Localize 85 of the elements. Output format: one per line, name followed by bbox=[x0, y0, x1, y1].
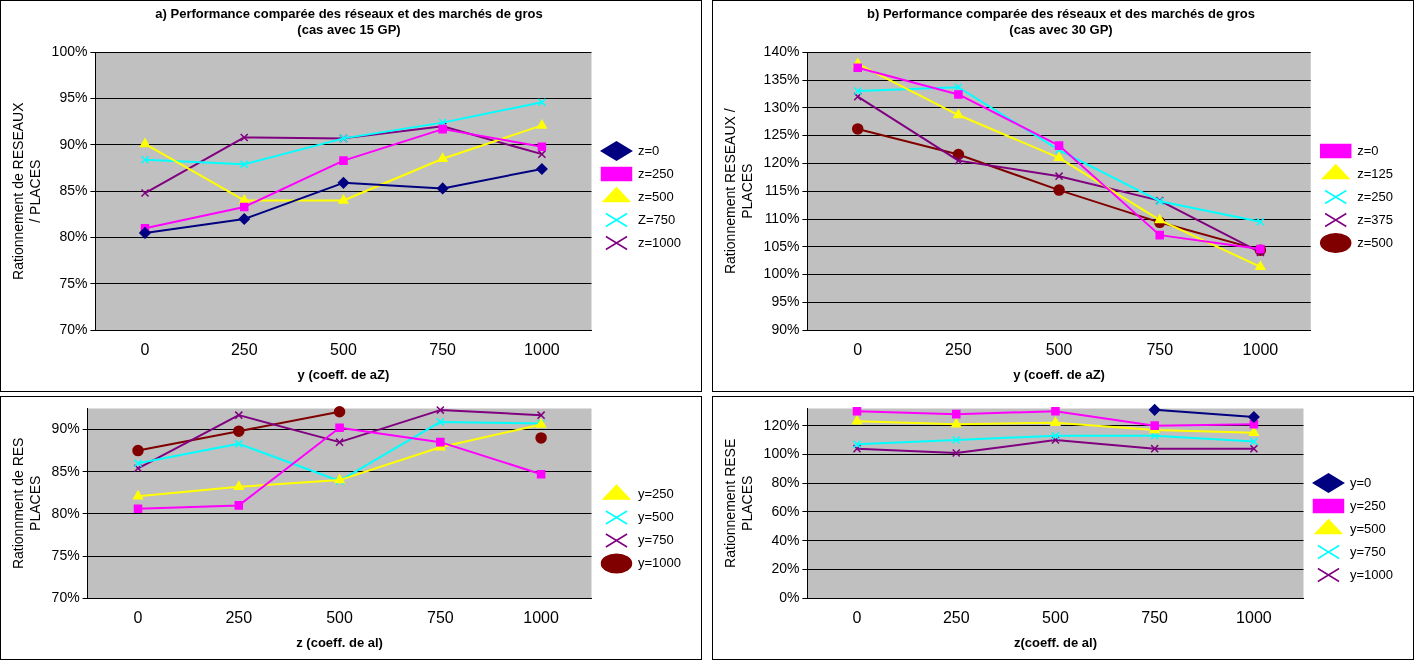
legend-label: y=1000 bbox=[1349, 566, 1393, 582]
x-axis-title: y (coeff. de aZ) bbox=[1013, 366, 1105, 382]
legend-label: y=250 bbox=[637, 486, 674, 502]
y-tick-label: 60% bbox=[771, 502, 800, 519]
y-tick-label: 85% bbox=[51, 462, 80, 479]
legend-label: y=500 bbox=[1349, 520, 1386, 536]
y-tick-label: 130% bbox=[763, 98, 800, 115]
x-axis-title: z(coeff. de al) bbox=[1013, 634, 1097, 650]
y-tick-label: 100% bbox=[51, 43, 88, 60]
legend-label: z=1000 bbox=[637, 234, 681, 250]
y-tick-label: 40% bbox=[771, 531, 800, 548]
y-tick-label: 120% bbox=[763, 416, 800, 433]
x-tick-label: 500 bbox=[330, 341, 357, 359]
y-tick-label: 110% bbox=[764, 209, 800, 226]
x-tick-label: 1000 bbox=[1236, 609, 1272, 627]
y-tick-label: 105% bbox=[763, 237, 800, 254]
text: b) Performance comparée des réseaux et des marchés de gros bbox=[866, 6, 1256, 22]
legend-label: z=500 bbox=[637, 188, 674, 204]
x-tick-label: 250 bbox=[945, 341, 972, 359]
legend-label: z=500 bbox=[1357, 234, 1394, 250]
y-tick-label: 90% bbox=[771, 321, 800, 338]
x-tick-label: 1000 bbox=[524, 341, 560, 359]
x-tick-label: 0 bbox=[853, 341, 863, 359]
y-tick-label: 95% bbox=[771, 293, 800, 310]
legend-label: Z=750 bbox=[637, 211, 676, 227]
x-tick-label: 0 bbox=[133, 609, 143, 627]
y-tick-label: 120% bbox=[763, 154, 800, 171]
x-tick-label: 250 bbox=[230, 341, 258, 359]
y-tick-label: 75% bbox=[51, 546, 80, 563]
text: Rationnement RESE bbox=[722, 438, 739, 568]
legend-label: y=750 bbox=[637, 532, 674, 548]
text: (cas avec 30 GP) bbox=[1009, 21, 1113, 37]
y-tick-label: 70% bbox=[51, 589, 80, 606]
y-tick-label: 80% bbox=[51, 504, 80, 521]
x-tick-label: 500 bbox=[1042, 609, 1069, 627]
legend-label: y=750 bbox=[1349, 543, 1386, 559]
y-tick-label: 135% bbox=[763, 70, 800, 87]
text: (cas avec 15 GP) bbox=[297, 21, 401, 37]
x-axis-title: y (coeff. de aZ) bbox=[297, 366, 390, 382]
y-tick-label: 85% bbox=[59, 182, 88, 199]
text: Rationnment de RES bbox=[10, 437, 27, 570]
y-tick-label: 80% bbox=[771, 474, 800, 491]
y-tick-label: 75% bbox=[59, 274, 88, 291]
text: a) Performance comparée des réseaux et des marchés de gros bbox=[155, 6, 543, 22]
y-tick-label: 115% bbox=[764, 182, 800, 199]
text: / PLACES bbox=[27, 159, 44, 223]
x-tick-label: 500 bbox=[1045, 341, 1073, 359]
legend-label: y=250 bbox=[1349, 497, 1386, 513]
text: PLACES bbox=[739, 475, 756, 531]
y-tick-label: 70% bbox=[59, 321, 88, 338]
x-tick-label: 0 bbox=[852, 609, 862, 627]
text: PLACES bbox=[739, 163, 756, 219]
x-tick-label: 750 bbox=[429, 341, 457, 359]
text: PLACES bbox=[27, 475, 44, 531]
y-tick-label: 90% bbox=[59, 135, 88, 152]
legend-label: z=0 bbox=[1357, 142, 1379, 158]
y-tick-label: 90% bbox=[51, 420, 80, 437]
x-tick-label: 750 bbox=[1141, 609, 1169, 627]
text: Rationnement RESEAUX / bbox=[722, 108, 739, 275]
x-tick-label: 500 bbox=[326, 609, 353, 627]
x-tick-label: 1000 bbox=[523, 609, 559, 627]
legend-label: z=0 bbox=[637, 142, 660, 158]
y-tick-label: 100% bbox=[763, 445, 800, 462]
x-tick-label: 1000 bbox=[1242, 341, 1279, 359]
y-tick-label: 20% bbox=[771, 560, 800, 577]
y-tick-label: 80% bbox=[59, 228, 88, 245]
legend-label: z=250 bbox=[1357, 188, 1394, 204]
y-tick-label: 95% bbox=[59, 89, 88, 106]
x-tick-label: 0 bbox=[140, 341, 150, 359]
legend-label: y=500 bbox=[637, 509, 674, 525]
legend-label: z=250 bbox=[637, 165, 674, 181]
x-tick-label: 250 bbox=[225, 609, 253, 627]
x-tick-label: 750 bbox=[1146, 341, 1174, 359]
y-tick-label: 0% bbox=[779, 589, 800, 606]
legend-label: y=1000 bbox=[637, 555, 681, 571]
x-tick-label: 250 bbox=[942, 609, 970, 627]
text: Rationnement de RESEAUX bbox=[10, 102, 27, 280]
x-tick-label: 750 bbox=[426, 609, 454, 627]
legend-label: z=375 bbox=[1357, 211, 1394, 227]
legend-label: y=0 bbox=[1349, 474, 1372, 490]
y-tick-label: 140% bbox=[763, 43, 800, 60]
y-tick-label: 100% bbox=[763, 265, 800, 282]
x-axis-title: z (coeff. de al) bbox=[296, 634, 383, 650]
legend-label: z=125 bbox=[1357, 165, 1394, 181]
y-tick-label: 125% bbox=[763, 126, 800, 143]
